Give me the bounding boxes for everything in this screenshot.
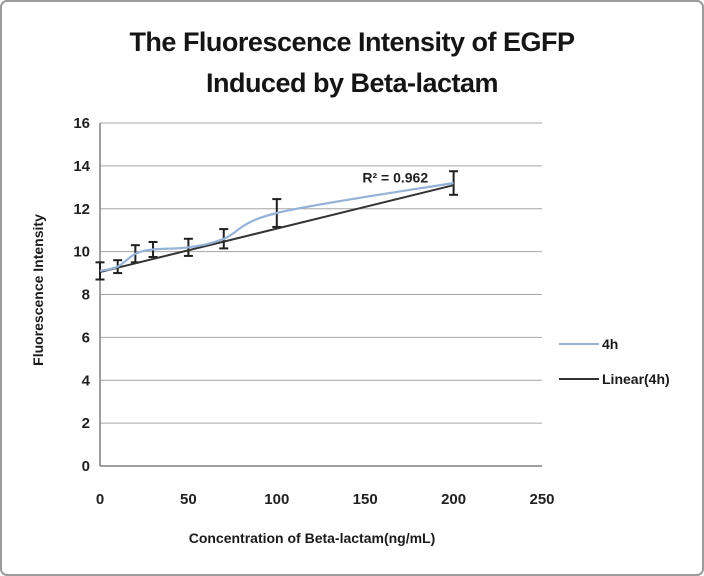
- y-tick-label: 16: [73, 115, 90, 132]
- x-tick-label: 250: [529, 491, 554, 508]
- y-tick-label: 0: [82, 458, 90, 475]
- x-tick-label: 150: [353, 491, 378, 508]
- y-tick-label: 12: [73, 201, 90, 218]
- x-tick-label: 100: [264, 491, 289, 508]
- legend-label-linear-4h: Linear(4h): [602, 371, 670, 387]
- y-tick-label: 4: [82, 372, 91, 389]
- x-axis-title: Concentration of Beta-lactam(ng/mL): [188, 530, 436, 546]
- r-squared-annotation: R² = 0.962: [362, 170, 428, 186]
- x-tick-label: 50: [180, 491, 197, 508]
- y-tick-label: 8: [82, 287, 90, 304]
- y-tick-label: 10: [73, 244, 90, 261]
- y-tick-label: 14: [73, 158, 90, 175]
- y-tick-label: 6: [82, 329, 90, 346]
- chart-title-line-1: The Fluorescence Intensity of EGFP: [129, 27, 575, 57]
- chart-title-line-2: Induced by Beta-lactam: [205, 68, 499, 98]
- x-tick-label: 0: [96, 491, 104, 508]
- legend-line-sample-4h: [559, 343, 599, 345]
- y-tick-label: 2: [82, 415, 90, 432]
- legend: 4h Linear(4h): [559, 334, 670, 404]
- legend-line-sample-linear-4h: [559, 378, 599, 380]
- legend-item-linear-4h[interactable]: Linear(4h): [559, 369, 670, 389]
- x-tick-label: 200: [441, 491, 466, 508]
- legend-item-4h[interactable]: 4h: [559, 334, 670, 354]
- series-line-4h: [99, 181, 454, 272]
- trendline-linear-4h: [99, 184, 454, 273]
- legend-label-4h: 4h: [602, 336, 619, 352]
- chart-title: The Fluorescence Intensity of EGFP Induc…: [2, 22, 702, 104]
